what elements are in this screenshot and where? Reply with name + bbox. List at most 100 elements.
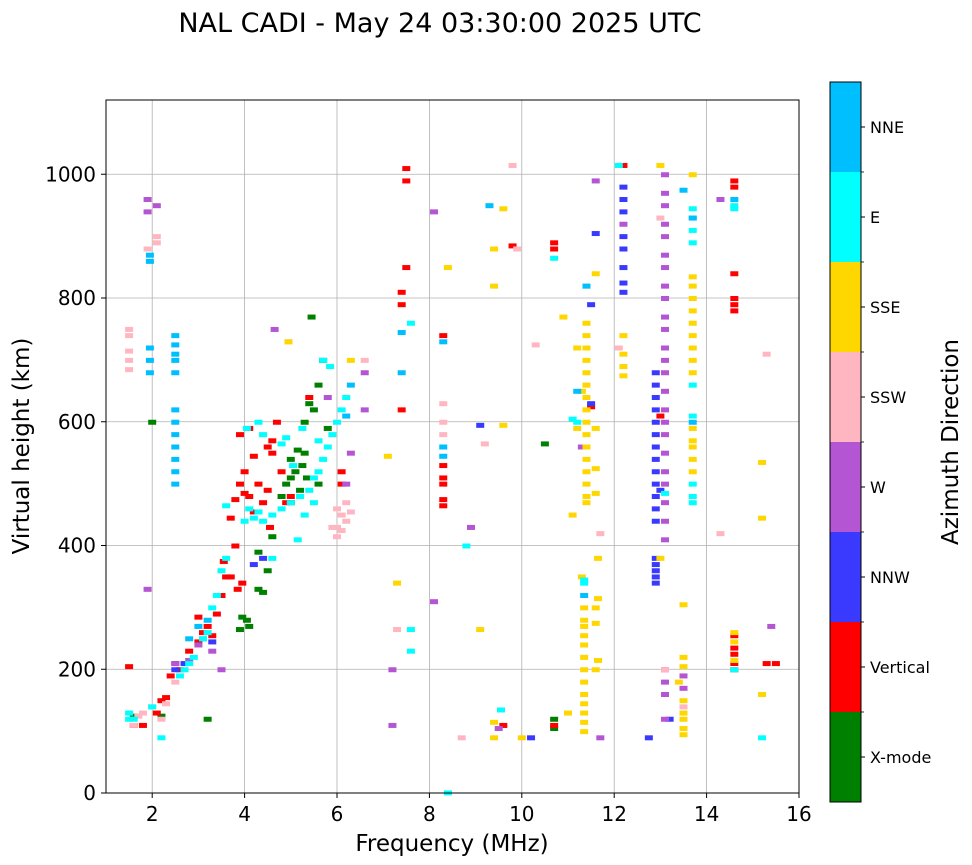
data-point-ssw [152,240,161,246]
data-point-x-mode [277,494,286,499]
data-point-sse [730,639,739,645]
data-point-sse [758,459,767,465]
data-point-ssw [661,667,670,673]
data-point-vertical [397,289,406,295]
data-point-vertical [550,246,559,252]
data-point-nne [397,370,406,376]
data-point-nnw [619,280,628,286]
data-point-nne [342,413,351,419]
data-point-sse [517,735,526,741]
data-point-e [568,416,577,422]
colorbar-segment-ssw [830,352,861,442]
y-axis-label: Virtual height (km) [9,338,35,555]
data-point-e [268,512,277,518]
data-point-x-mode [254,549,263,555]
data-point-sse [656,162,665,168]
data-point-ssw [513,246,522,252]
data-point-sse [656,555,665,561]
y-tick-label: 1000 [45,162,96,186]
data-point-vertical [730,651,739,657]
data-point-sse [580,623,589,629]
data-point-w [661,190,670,196]
data-point-w [661,500,670,506]
data-point-nne [171,432,180,438]
data-point-sse [383,453,392,459]
data-point-w [661,419,670,425]
data-point-w [143,197,152,202]
data-point-x-mode [129,713,138,719]
data-point-nne [171,481,180,487]
data-point-ssw [333,524,341,530]
data-point-nnw [651,562,660,568]
data-point-nne [194,623,203,629]
data-point-x-mode [314,481,323,487]
data-point-nne [145,258,154,264]
data-point-e [550,255,559,261]
data-point-w [217,667,226,673]
data-point-nne [145,357,154,363]
data-point-e [277,506,286,512]
data-point-nne [171,407,180,413]
data-point-vertical [439,463,448,469]
data-point-e [406,627,415,633]
data-point-w [661,345,670,351]
data-point-sse [582,382,591,388]
data-point-sse [688,172,697,178]
data-point-sse [490,735,499,741]
data-point-x-mode [293,447,302,453]
data-point-sse [582,481,591,487]
data-point-vertical [245,494,254,499]
data-point-nnw [651,481,660,487]
data-point-w [661,252,670,258]
y-tick-label: 600 [58,410,96,434]
data-point-nne [485,203,494,209]
data-point-sse [582,333,591,339]
data-point-ssw [138,710,147,716]
data-point-nne [145,370,154,376]
data-point-ssw [393,627,402,633]
data-point-e [758,735,767,741]
data-point-nnw [651,419,660,425]
data-point-w [388,722,397,728]
data-point-e [309,475,318,481]
x-tick-label: 4 [238,802,251,826]
data-point-nnw [651,555,660,561]
data-point-w [661,221,670,227]
data-point-e [730,206,739,212]
data-point-x-mode [302,475,311,481]
data-point-w [661,716,670,722]
data-point-e [573,419,582,425]
data-point-x-mode [300,450,309,456]
data-point-nne [439,444,448,450]
data-points [125,162,780,796]
data-point-sse [490,283,499,289]
data-point-sse [688,308,697,314]
data-point-ssw [614,345,623,351]
data-point-sse [499,206,508,212]
data-point-e [497,707,506,713]
data-point-nne [171,370,180,376]
data-point-sse [476,627,485,633]
data-point-vertical [730,296,739,301]
data-point-e [222,555,231,561]
data-point-vertical [235,481,244,487]
data-point-ssw [157,716,166,722]
data-point-e [337,407,346,413]
data-point-nnw [171,667,180,673]
data-point-e [296,494,305,499]
data-point-sse [679,654,688,660]
data-point-sse [580,710,589,716]
data-point-ssw [125,348,134,354]
data-point-ssw [337,512,346,518]
data-point-sse [730,630,739,636]
data-point-x-mode [242,617,251,623]
colorbar-label-nnw: NNW [870,568,910,587]
data-point-sse [582,407,591,413]
data-point-sse [688,274,697,280]
data-point-sse [688,320,697,326]
data-point-e [129,716,138,722]
data-point-e [319,456,328,462]
data-point-sse [679,710,688,716]
data-point-e [240,518,249,524]
data-point-ssw [679,704,688,710]
